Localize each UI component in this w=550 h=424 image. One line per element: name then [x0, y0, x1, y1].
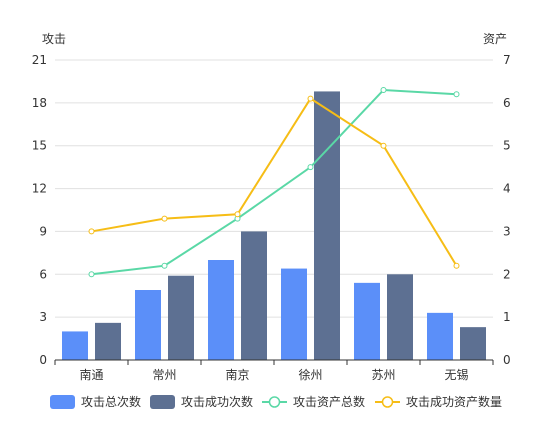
line-point [380, 142, 387, 149]
legend-label: 攻击总次数 [81, 394, 141, 409]
legend-item[interactable]: 攻击总次数 [50, 394, 141, 409]
line-point [307, 164, 314, 171]
bar-total-attacks [427, 312, 453, 360]
y-right-tick-label: 4 [503, 182, 511, 196]
bar-total-attacks [208, 260, 234, 360]
y-right-tick-label: 6 [503, 96, 511, 110]
y-right-tick-label: 5 [503, 139, 511, 153]
legend-swatch-marker [381, 396, 394, 408]
y-right-tick-label: 7 [503, 53, 511, 67]
legend-item[interactable]: 攻击成功次数 [150, 394, 253, 409]
y-left-tick-label: 9 [39, 224, 47, 238]
y-left-tick-label: 3 [39, 310, 47, 324]
legend-swatch [50, 395, 75, 409]
bar-successful-attacks [241, 231, 267, 360]
y-left-axis-title: 攻击 [42, 32, 66, 46]
line-series-successful-assets [91, 97, 458, 267]
line-point [88, 228, 95, 235]
line-point [88, 271, 95, 278]
y-left-tick-label: 15 [32, 139, 47, 153]
line-point [234, 211, 241, 218]
lines-layer [88, 87, 460, 278]
legend-label: 攻击成功次数 [181, 394, 253, 409]
bar-successful-attacks [95, 322, 121, 360]
bar-total-attacks [135, 290, 161, 360]
y-right-tick-label: 2 [503, 267, 511, 281]
bar-total-attacks [62, 331, 88, 360]
x-tick-label: 苏州 [371, 368, 395, 382]
legend-label: 攻击资产总数 [293, 394, 365, 409]
y-left-tick-label: 21 [32, 53, 47, 67]
x-tick-label: 常州 [152, 368, 176, 382]
bar-total-attacks [281, 268, 307, 360]
grid-layer [55, 59, 493, 318]
legend: 攻击总次数 攻击成功次数 攻击资产总数 攻击成功资产数量 [50, 394, 502, 409]
x-tick-label: 南京 [225, 367, 249, 382]
bar-total-attacks [354, 282, 380, 360]
line-point [453, 262, 460, 269]
y-left-tick-label: 18 [32, 96, 47, 110]
bar-successful-attacks [387, 274, 413, 360]
y-right-tick-label: 3 [503, 224, 511, 238]
line-point [453, 91, 460, 98]
legend-item[interactable]: 攻击成功资产数量 [375, 394, 502, 409]
legend-label: 攻击成功资产数量 [406, 394, 502, 409]
y-right-tick-label: 0 [503, 353, 511, 367]
legend-item[interactable]: 攻击资产总数 [262, 394, 365, 409]
y-left-tick-label: 6 [39, 267, 47, 281]
y-right-tick-label: 1 [503, 310, 511, 324]
line-point [161, 262, 168, 269]
legend-swatch [150, 395, 175, 409]
line-point [161, 215, 168, 222]
bar-successful-attacks [460, 327, 486, 360]
x-tick-label: 南通 [79, 367, 103, 382]
x-tick-label: 徐州 [298, 367, 322, 382]
y-left-tick-label: 12 [32, 182, 47, 196]
line-point [307, 95, 314, 102]
bar-successful-attacks [168, 275, 194, 360]
y-right-axis-title: 资产 [483, 32, 507, 46]
bar-successful-attacks [314, 91, 340, 360]
line-point [380, 87, 387, 93]
y-left-tick-label: 0 [39, 353, 47, 367]
line-series-total-assets [91, 88, 457, 276]
legend-swatch-marker [268, 396, 281, 408]
bars-layer [62, 91, 486, 360]
x-tick-label: 无锡 [444, 367, 468, 382]
